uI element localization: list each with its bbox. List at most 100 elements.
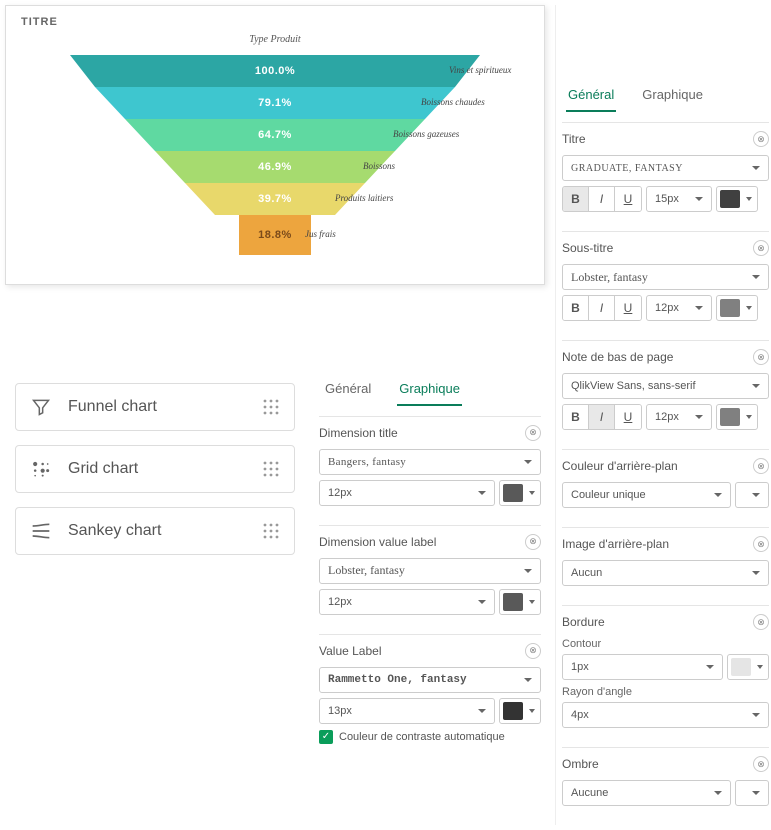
funnel-segment-label: Jus frais bbox=[305, 229, 336, 239]
checkbox-checked-icon: ✓ bbox=[319, 730, 333, 744]
shadow-select[interactable]: Aucune bbox=[562, 780, 731, 806]
contour-label: Contour bbox=[562, 638, 769, 650]
titre-reset-icon[interactable]: ⊗ bbox=[753, 131, 769, 147]
chart-type-label: Grid chart bbox=[68, 460, 246, 478]
titre-bold-button[interactable]: B bbox=[563, 187, 589, 211]
titre-underline-button[interactable]: U bbox=[615, 187, 641, 211]
shadow-reset-icon[interactable]: ⊗ bbox=[753, 756, 769, 772]
contour-color-select[interactable] bbox=[727, 654, 769, 680]
bgcolor-reset-icon[interactable]: ⊗ bbox=[753, 458, 769, 474]
dimvalue-label: Dimension value label bbox=[319, 535, 436, 549]
chart-type-funnel[interactable]: Funnel chart bbox=[15, 383, 295, 431]
soustitre-bold-button[interactable]: B bbox=[563, 296, 589, 320]
titre-color-select[interactable] bbox=[716, 186, 758, 212]
mid-tab-general[interactable]: Général bbox=[323, 375, 373, 406]
footnote-label: Note de bas de page bbox=[562, 350, 673, 364]
right-panel: Général Graphique Titre ⊗ Graduate, fant… bbox=[555, 5, 771, 825]
footnote-size-select[interactable]: 12px bbox=[646, 404, 712, 430]
funnel-segment-label: Boissons gazeuses bbox=[393, 129, 459, 139]
footnote-font-select[interactable]: QlikView Sans, sans-serif bbox=[562, 373, 769, 399]
middle-panel: Général Graphique Dimension title ⊗ Bang… bbox=[315, 363, 545, 826]
tab-general[interactable]: Général bbox=[566, 81, 616, 112]
footnote-bold-button[interactable]: B bbox=[563, 405, 589, 429]
valuelabel-reset-icon[interactable]: ⊗ bbox=[525, 643, 541, 659]
section-bgimage: Image d'arrière-plan ⊗ Aucun bbox=[562, 527, 769, 605]
funnel-segment: 79.1% bbox=[95, 87, 455, 119]
contrast-checkbox-row[interactable]: ✓ Couleur de contraste automatique bbox=[319, 730, 541, 744]
footnote-italic-button[interactable]: I bbox=[589, 405, 615, 429]
soustitre-underline-button[interactable]: U bbox=[615, 296, 641, 320]
dimtitle-reset-icon[interactable]: ⊗ bbox=[525, 425, 541, 441]
funnel-segment-label: Boissons chaudes bbox=[421, 97, 485, 107]
section-titre: Titre ⊗ Graduate, fantasy B I U 15px bbox=[562, 122, 769, 231]
radius-label: Rayon d'angle bbox=[562, 686, 769, 698]
section-dimvalue: Dimension value label ⊗ Lobster, fantasy… bbox=[319, 525, 541, 634]
soustitre-size-select[interactable]: 12px bbox=[646, 295, 712, 321]
soustitre-italic-button[interactable]: I bbox=[589, 296, 615, 320]
footnote-color-select[interactable] bbox=[716, 404, 758, 430]
border-reset-icon[interactable]: ⊗ bbox=[753, 614, 769, 630]
section-dimtitle: Dimension title ⊗ Bangers, fantasy 12px bbox=[319, 416, 541, 525]
chart-type-grid[interactable]: Grid chart bbox=[15, 445, 295, 493]
drag-handle-icon[interactable] bbox=[262, 460, 280, 478]
mid-tabs: Général Graphique bbox=[319, 369, 541, 406]
dimtitle-color-select[interactable] bbox=[499, 480, 541, 506]
dimvalue-font-select[interactable]: Lobster, fantasy bbox=[319, 558, 541, 584]
contrast-label: Couleur de contraste automatique bbox=[339, 731, 505, 743]
dimtitle-font-select[interactable]: Bangers, fantasy bbox=[319, 449, 541, 475]
titre-italic-button[interactable]: I bbox=[589, 187, 615, 211]
funnel-value: 64.7% bbox=[258, 129, 292, 141]
drag-handle-icon[interactable] bbox=[262, 522, 280, 540]
bgimage-label: Image d'arrière-plan bbox=[562, 537, 669, 551]
funnel-segment-label: Boissons bbox=[363, 161, 395, 171]
contour-size-select[interactable]: 1px bbox=[562, 654, 723, 680]
shadow-extra-select[interactable] bbox=[735, 780, 769, 806]
soustitre-reset-icon[interactable]: ⊗ bbox=[753, 240, 769, 256]
funnel-segment: 18.8% bbox=[239, 215, 311, 255]
chart-type-sankey[interactable]: Sankey chart bbox=[15, 507, 295, 555]
mid-tab-graphique[interactable]: Graphique bbox=[397, 375, 462, 406]
section-border: Bordure ⊗ Contour 1px Rayon d'angle 4px bbox=[562, 605, 769, 747]
dimvalue-color-select[interactable] bbox=[499, 589, 541, 615]
funnel-segment: 64.7% bbox=[125, 119, 425, 151]
footnote-reset-icon[interactable]: ⊗ bbox=[753, 349, 769, 365]
valuelabel-font-select[interactable]: Rammetto One, fantasy bbox=[319, 667, 541, 693]
dimtitle-size-select[interactable]: 12px bbox=[319, 480, 495, 506]
funnel-value: 46.9% bbox=[258, 161, 292, 173]
bgcolor-mode-select[interactable]: Couleur unique bbox=[562, 482, 731, 508]
funnel-segment-label: Vins et spiritueux bbox=[449, 65, 511, 75]
funnel-segment: 100.0% bbox=[70, 55, 480, 87]
dimvalue-reset-icon[interactable]: ⊗ bbox=[525, 534, 541, 550]
drag-handle-icon[interactable] bbox=[262, 398, 280, 416]
radius-select[interactable]: 4px bbox=[562, 702, 769, 728]
chart-type-label: Sankey chart bbox=[68, 522, 246, 540]
funnel-value: 18.8% bbox=[258, 229, 292, 241]
dimvalue-size-select[interactable]: 12px bbox=[319, 589, 495, 615]
bgimage-select[interactable]: Aucun bbox=[562, 560, 769, 586]
titre-font-select[interactable]: Graduate, fantasy bbox=[562, 155, 769, 181]
soustitre-font-select[interactable]: Lobster, fantasy bbox=[562, 264, 769, 290]
sankey-icon bbox=[30, 520, 52, 542]
dimtitle-label: Dimension title bbox=[319, 426, 398, 440]
titre-style-group: B I U bbox=[562, 186, 642, 212]
funnel-value: 39.7% bbox=[258, 193, 292, 205]
bgcolor-color-select[interactable] bbox=[735, 482, 769, 508]
chart-type-list: Funnel chart Grid chart Sankey chart bbox=[5, 363, 305, 826]
bgimage-reset-icon[interactable]: ⊗ bbox=[753, 536, 769, 552]
right-tabs: Général Graphique bbox=[562, 75, 769, 112]
soustitre-color-select[interactable] bbox=[716, 295, 758, 321]
valuelabel-color-select[interactable] bbox=[499, 698, 541, 724]
soustitre-label: Sous-titre bbox=[562, 241, 613, 255]
chart-title: TITRE bbox=[21, 16, 529, 28]
section-shadow: Ombre ⊗ Aucune bbox=[562, 747, 769, 825]
section-soustitre: Sous-titre ⊗ Lobster, fantasy B I U 12px bbox=[562, 231, 769, 340]
footnote-underline-button[interactable]: U bbox=[615, 405, 641, 429]
tab-graphique[interactable]: Graphique bbox=[640, 81, 705, 112]
bgcolor-label: Couleur d'arrière-plan bbox=[562, 459, 678, 473]
valuelabel-size-select[interactable]: 13px bbox=[319, 698, 495, 724]
titre-size-select[interactable]: 15px bbox=[646, 186, 712, 212]
footnote-style-group: B I U bbox=[562, 404, 642, 430]
section-footnote: Note de bas de page ⊗ QlikView Sans, san… bbox=[562, 340, 769, 449]
border-label: Bordure bbox=[562, 615, 605, 629]
grid-icon bbox=[30, 458, 52, 480]
